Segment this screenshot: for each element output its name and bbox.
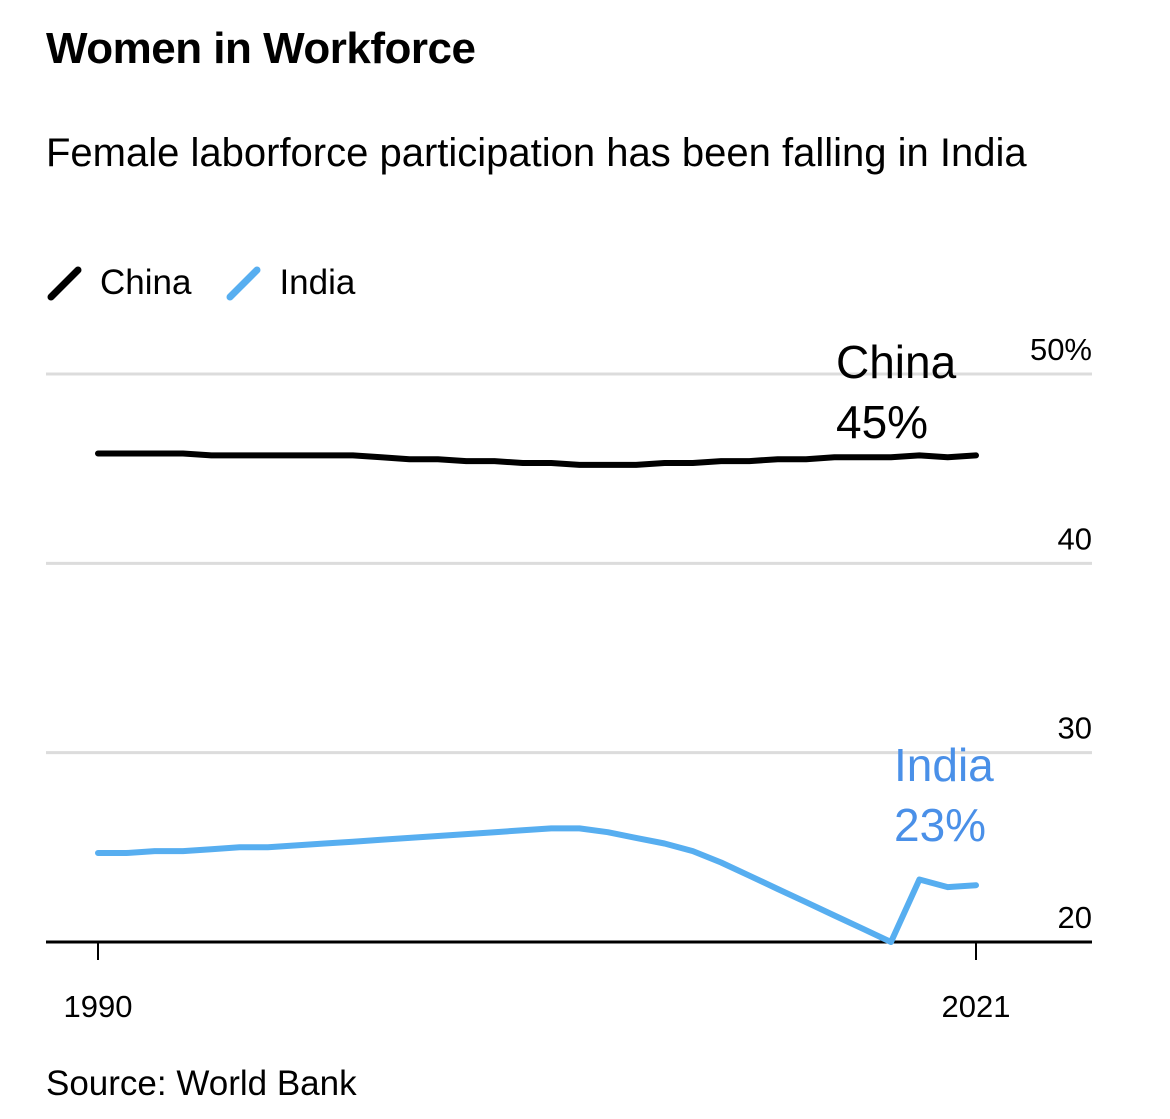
legend-label-india: India [279,263,356,302]
x-tick-label-2021: 2021 [942,989,1011,1024]
source-note: Source: World Bank [46,1064,357,1103]
legend-label-china: China [100,263,192,302]
chart-subtitle: Female laborforce participation has been… [46,131,1027,175]
end-label-china: China [836,336,957,388]
chart-title: Women in Workforce [46,24,476,73]
y-tick-label-40: 40 [1058,521,1092,556]
legend-line-china [47,266,82,301]
series-line-china [95,450,979,468]
legend-swatch-china [47,266,82,301]
end-label-india: India [894,739,994,791]
x-tick-label-1990: 1990 [64,989,133,1024]
legend-item-china: China [46,263,191,303]
end-value-label-china: 45% [836,396,928,448]
legend-line-india [226,266,261,301]
y-tick-label-50: 50% [1030,332,1092,367]
legend-swatch-india [226,266,261,301]
y-tick-label-20: 20 [1058,900,1092,935]
legend: China India [46,258,389,308]
y-tick-label-30: 30 [1058,711,1092,746]
end-value-label-india: 23% [894,799,986,851]
series-line-india [95,825,979,945]
legend-item-india: India [225,263,355,303]
